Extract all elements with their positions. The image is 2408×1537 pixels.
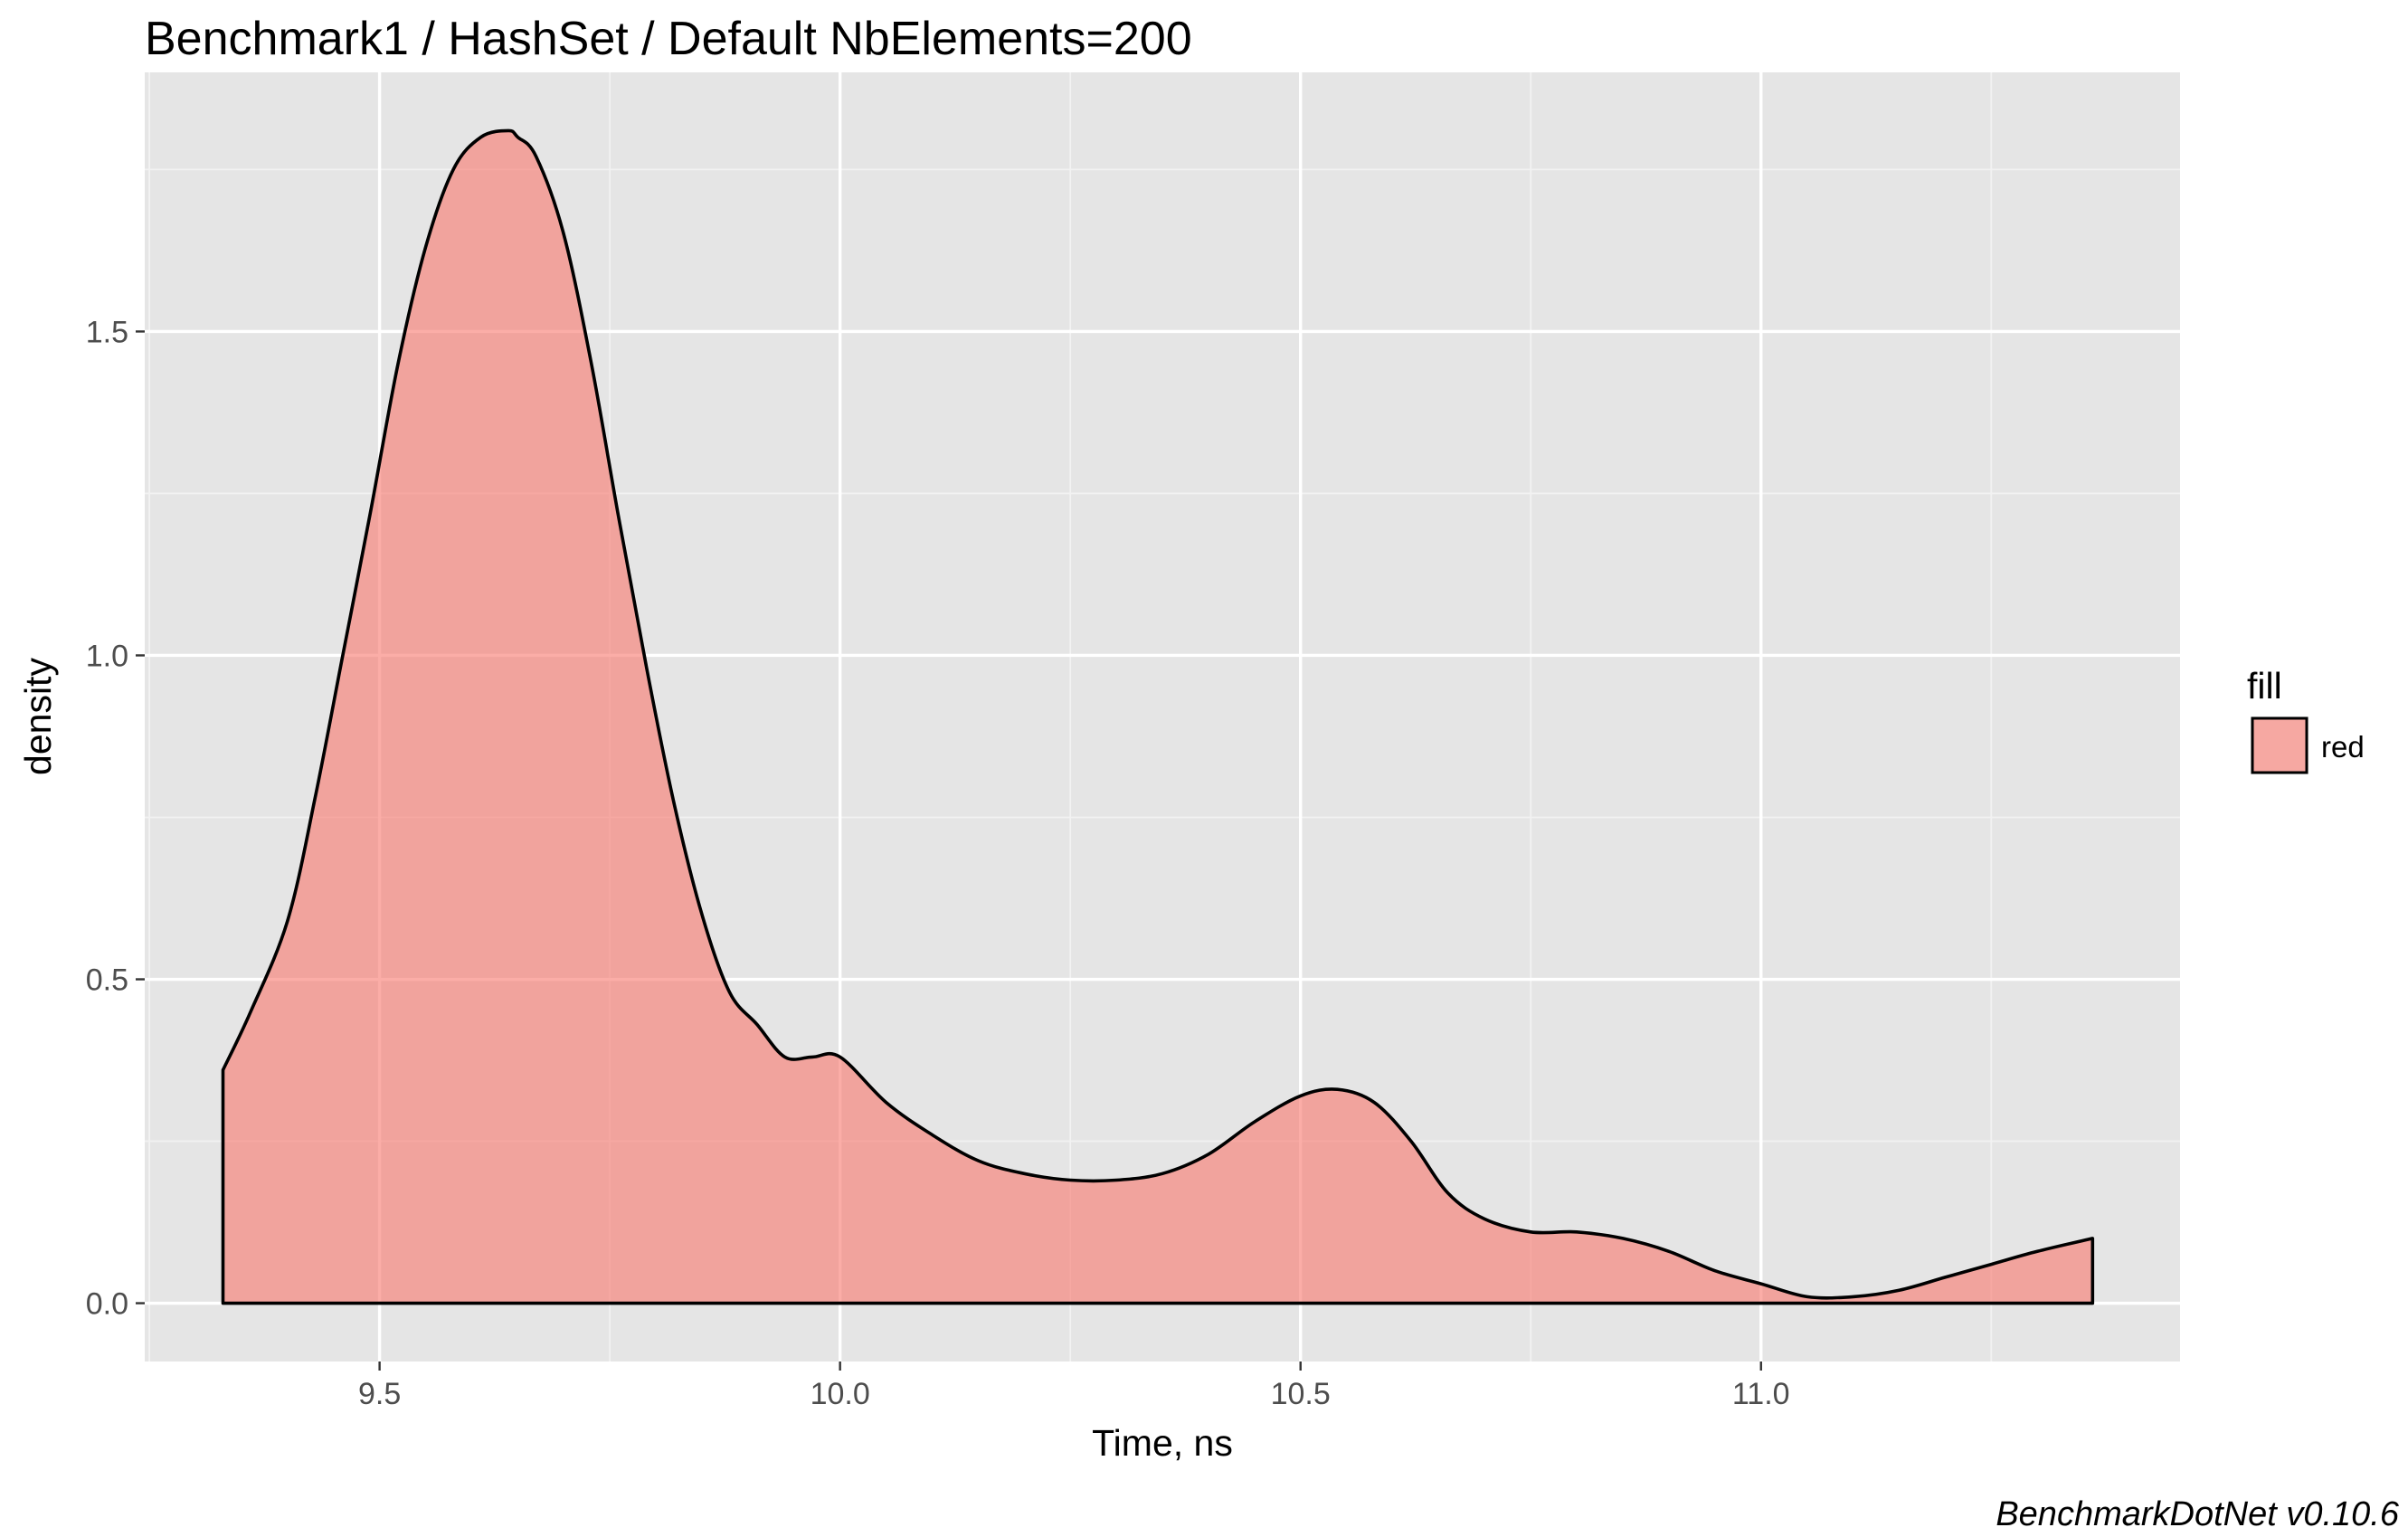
legend: fill red <box>2247 665 2365 774</box>
chart-title: Benchmark1 / HashSet / Default NbElement… <box>145 13 1192 65</box>
legend-title: fill <box>2247 665 2282 707</box>
density-area-layer <box>221 128 2095 1305</box>
y-tick-label: 1.5 <box>86 315 128 349</box>
y-tick-label: 1.0 <box>86 639 128 673</box>
y-axis-title: density <box>17 658 59 775</box>
x-tick-label: 10.5 <box>1271 1377 1331 1411</box>
x-axis-ticks: 9.5 10.0 10.5 11.0 <box>358 1361 1790 1411</box>
x-axis-title: Time, ns <box>1092 1422 1233 1464</box>
y-tick-label: 0.0 <box>86 1287 128 1322</box>
y-tick-label: 0.5 <box>86 963 128 998</box>
legend-swatch-red <box>2251 716 2308 774</box>
x-tick-label: 11.0 <box>1732 1377 1790 1411</box>
x-tick-label: 9.5 <box>358 1377 401 1411</box>
legend-label-red: red <box>2321 730 2365 764</box>
density-area <box>221 128 2095 1305</box>
caption: BenchmarkDotNet v0.10.6 <box>1996 1495 2400 1533</box>
y-axis-ticks: 0.0 0.5 1.0 1.5 <box>86 315 145 1322</box>
x-tick-label: 10.0 <box>811 1377 870 1411</box>
